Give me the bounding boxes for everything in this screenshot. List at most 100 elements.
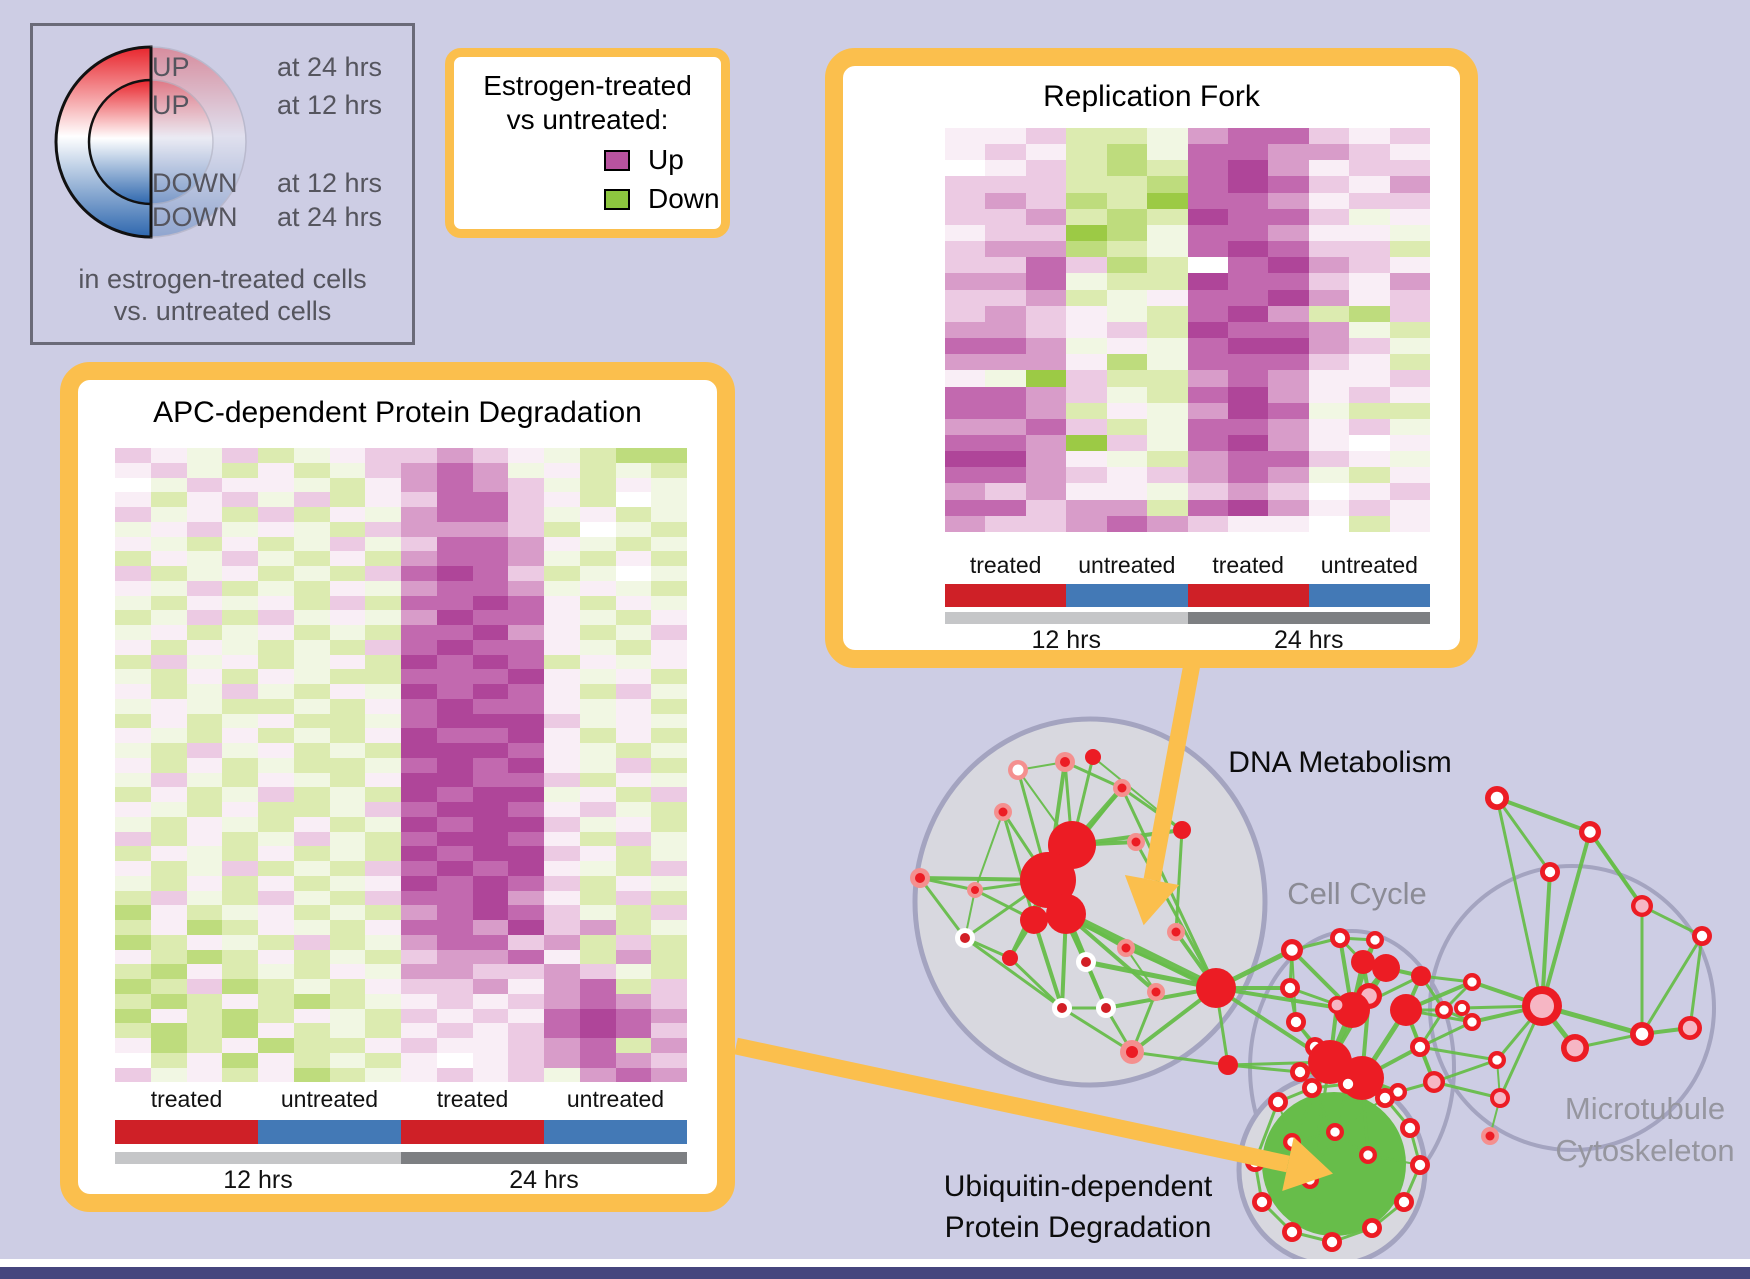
group-label: untreated xyxy=(280,1086,379,1112)
time12-bar-segment xyxy=(115,1152,401,1164)
network-node-center xyxy=(1057,1003,1067,1013)
time-label-12hrs: 12 hrs xyxy=(223,1166,293,1194)
network-edge xyxy=(1640,904,1704,938)
network-edge xyxy=(918,876,967,940)
time24-bar-segment xyxy=(1187,612,1430,624)
network-node-center xyxy=(1126,1046,1138,1058)
replication-group-labels: treated untreated treated untreated xyxy=(945,552,1430,579)
ring-legend-box: UP at 24 hrs UP at 12 hrs DOWN at 12 hrs… xyxy=(30,23,415,345)
network-edge xyxy=(1495,796,1592,834)
network-node-center xyxy=(1284,982,1296,994)
ring-legend-caption-line1: in estrogen-treated cells xyxy=(78,264,367,294)
network-edge xyxy=(1495,796,1552,874)
time-label-12hrs: 12 hrs xyxy=(1031,626,1101,654)
microtubule-cytoskeleton-label: Microtubule Cytoskeleton xyxy=(1555,1088,1734,1172)
network-node-center xyxy=(1530,994,1554,1018)
network-node-center xyxy=(1379,1092,1391,1104)
network-edge xyxy=(1640,934,1704,1036)
network-node-center xyxy=(1467,977,1477,987)
ring-direction-label: UP xyxy=(152,51,190,82)
network-node xyxy=(1372,954,1400,982)
figure-bottom-border xyxy=(0,1267,1750,1279)
ring-legend-caption-line2: vs. untreated cells xyxy=(113,296,332,326)
network-node-center xyxy=(1151,987,1161,997)
network-node-center xyxy=(1414,1041,1426,1053)
group-label: treated xyxy=(436,1086,509,1112)
group-label: treated xyxy=(150,1086,223,1112)
network-node xyxy=(1173,821,1191,839)
updown-legend-title-line1: Estrogen-treated xyxy=(483,70,692,101)
treated-bar-segment xyxy=(1187,584,1309,607)
ubiquitin-degradation-label: Ubiquitin-dependent Protein Degradation xyxy=(944,1166,1213,1248)
ubiquitin-label-line1: Ubiquitin-dependent xyxy=(943,1170,1213,1203)
network-node xyxy=(1390,994,1422,1026)
network-edge xyxy=(1334,1097,1386,1133)
network-node-center xyxy=(1393,1087,1403,1097)
network-edge xyxy=(1309,1179,1333,1243)
ubiquitin-label-line2: Protein Degradation xyxy=(944,1211,1212,1244)
network-node-center xyxy=(1286,944,1298,956)
updown-legend-title-line2: vs untreated: xyxy=(506,104,669,135)
group-label: untreated xyxy=(1320,552,1418,578)
network-edge xyxy=(1063,760,1124,790)
network-edge xyxy=(1001,810,1036,922)
microtubule-cytoskeleton-ellipse xyxy=(1428,864,1716,1152)
network-node-center xyxy=(1404,1122,1416,1134)
untreated-bar-segment xyxy=(1308,584,1430,607)
network-edge xyxy=(974,811,1004,891)
network-edge xyxy=(1130,1050,1230,1067)
replication-time-bar xyxy=(945,612,1430,624)
network-node-center xyxy=(1171,927,1181,937)
network-node-center xyxy=(1457,1003,1467,1013)
network-node xyxy=(1351,950,1375,974)
network-node-center xyxy=(1635,899,1649,913)
network-node-center xyxy=(1117,783,1127,793)
inner-ring-left-half xyxy=(87,78,153,206)
network-node xyxy=(1020,906,1048,934)
time12-bar-segment xyxy=(945,612,1188,624)
network-edge xyxy=(1008,956,1064,1010)
network-node-center xyxy=(1696,930,1708,942)
network-node-center xyxy=(1131,837,1141,847)
network-node-center xyxy=(1334,932,1346,944)
network-node-center xyxy=(1012,764,1024,776)
network-node-center xyxy=(1635,1027,1649,1041)
network-node-center xyxy=(1485,1131,1495,1141)
ring-time-label: at 12 hrs xyxy=(277,89,383,120)
up-color-swatch xyxy=(604,149,630,171)
network-edge xyxy=(1432,1080,1502,1100)
ring-direction-label: UP xyxy=(152,89,190,120)
time24-bar-segment xyxy=(401,1152,687,1164)
network-node-center xyxy=(1342,1078,1354,1090)
figure-bottom-margin xyxy=(0,1259,1750,1267)
network-node-center xyxy=(1256,1196,1268,1208)
group-label: treated xyxy=(969,552,1042,578)
treated-bar-segment xyxy=(945,584,1067,607)
legend-item-up: Up xyxy=(454,144,721,176)
ring-direction-label: DOWN xyxy=(152,167,238,198)
apc-group-labels: treated untreated treated untreated xyxy=(115,1086,687,1113)
network-edge xyxy=(1540,830,1592,1008)
network-node xyxy=(1002,950,1018,966)
up-label: Up xyxy=(648,144,684,175)
connector-arrow-stem xyxy=(734,1037,1290,1173)
network-node-center xyxy=(1326,1236,1338,1248)
apc-time-bar xyxy=(115,1152,687,1164)
updown-legend-title: Estrogen-treated vs untreated: xyxy=(454,69,721,137)
network-node-center xyxy=(1330,1127,1340,1137)
network-node-center xyxy=(1286,1226,1298,1238)
network-edge xyxy=(1060,1006,1134,1054)
network-node-center xyxy=(1544,866,1556,878)
connector-arrow-stem xyxy=(1143,662,1201,882)
down-color-swatch xyxy=(604,188,630,210)
apc-degradation-panel: APC-dependent Protein Degradation treate… xyxy=(60,362,735,1212)
network-edge xyxy=(1418,1045,1499,1062)
network-edge xyxy=(1032,918,1064,1010)
network-node-center xyxy=(1363,1150,1373,1160)
network-node-center xyxy=(1294,1066,1306,1078)
connector-arrowhead xyxy=(1282,1137,1333,1191)
network-node-center xyxy=(1492,1055,1502,1065)
group-label: untreated xyxy=(566,1086,665,1112)
ring-legend-diagram xyxy=(54,45,247,239)
microtubule-label-line2: Cytoskeleton xyxy=(1555,1133,1735,1168)
